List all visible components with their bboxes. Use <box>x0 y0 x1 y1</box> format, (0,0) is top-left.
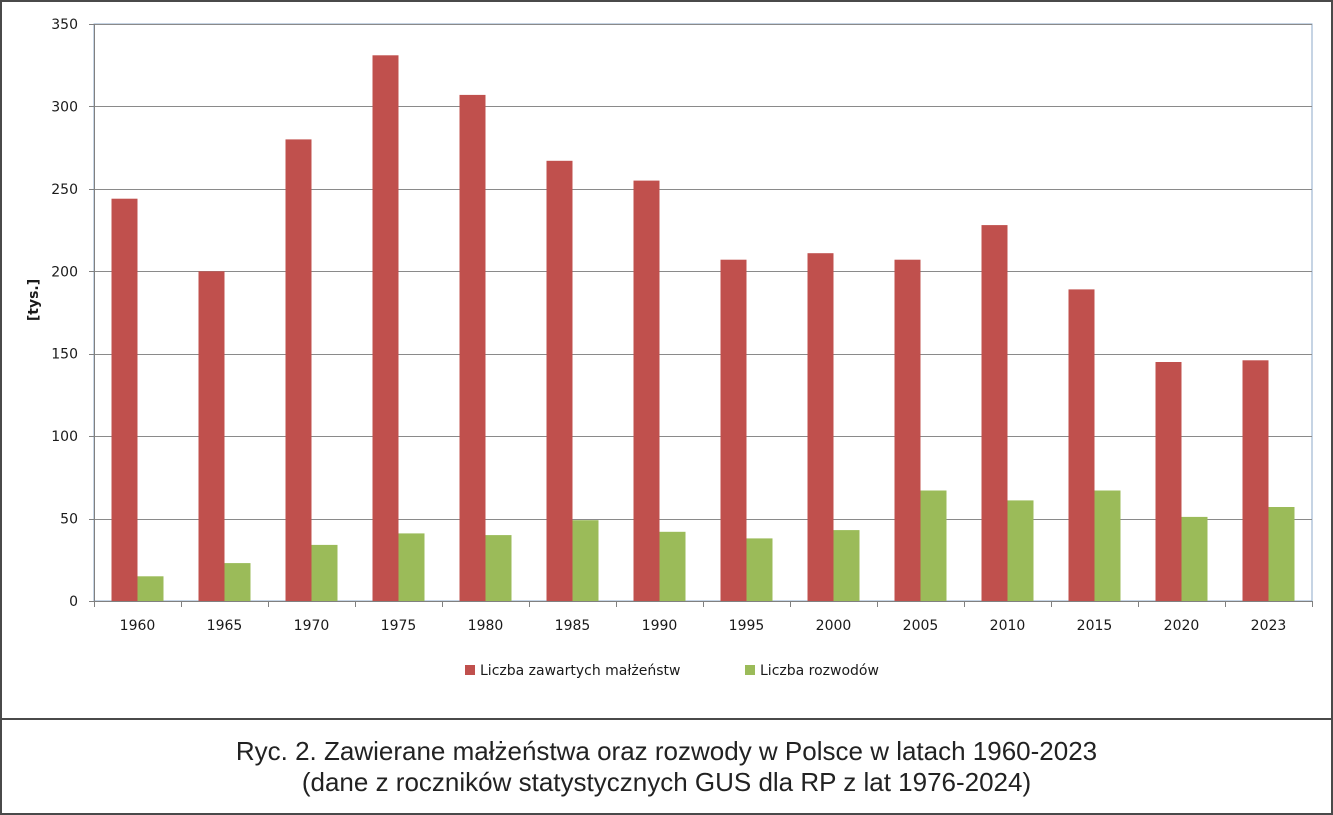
bar-marriages <box>633 180 660 601</box>
bar-marriages <box>198 271 225 601</box>
x-tick-label: 1985 <box>555 618 591 634</box>
bar-marriages <box>285 139 312 601</box>
bar-divorces <box>398 533 425 601</box>
x-tick-label: 1960 <box>120 618 156 634</box>
bar-divorces <box>833 530 860 601</box>
legend-label-divorces: Liczba rozwodów <box>760 663 879 679</box>
gridlines <box>93 23 1313 602</box>
y-tick-label: 200 <box>51 264 78 280</box>
y-tick-label: 350 <box>51 17 78 33</box>
x-tick-label: 2010 <box>990 618 1026 634</box>
caption-divider <box>2 718 1331 720</box>
legend-label-marriages: Liczba zawartych małżeństw <box>480 663 680 679</box>
y-tick-labels: 0 50 100 150 200 250 300 350 <box>51 17 78 610</box>
bar-marriages <box>894 259 921 601</box>
y-tick-label: 150 <box>51 347 78 363</box>
bar-divorces <box>659 531 686 601</box>
y-tick-label: 250 <box>51 182 78 198</box>
x-tick-label: 1980 <box>468 618 504 634</box>
y-tick-label: 0 <box>69 594 78 610</box>
x-tick-label: 1995 <box>729 618 765 634</box>
bar-divorces <box>920 490 947 601</box>
axes <box>89 24 1313 607</box>
bar-marriages <box>807 253 834 601</box>
bar-divorces <box>311 544 338 601</box>
bar-divorces <box>224 563 251 601</box>
y-tick-label: 300 <box>51 99 78 115</box>
bar-divorces <box>572 520 599 601</box>
y-tick-label: 50 <box>60 512 78 528</box>
caption-line-2: (dane z roczników statystycznych GUS dla… <box>301 767 1032 797</box>
legend: Liczba zawartych małżeństw Liczba rozwod… <box>465 663 879 679</box>
legend-swatch-marriages <box>465 665 475 675</box>
x-tick-label: 2005 <box>903 618 939 634</box>
x-tick-label: 2020 <box>1164 618 1200 634</box>
y-axis-label: [tys.] <box>26 279 42 321</box>
bar-divorces <box>1007 500 1034 601</box>
x-tick-label: 1970 <box>294 618 330 634</box>
bar-marriages <box>1155 362 1182 601</box>
bar-marriages <box>1242 360 1269 601</box>
bar-marriages <box>372 55 399 602</box>
bar-marriages <box>546 160 573 602</box>
x-tick-label: 2000 <box>816 618 852 634</box>
chart-area: 0 50 100 150 200 250 300 350 1960 1965 1970 1975 19… <box>2 2 1331 718</box>
bar-divorces <box>1094 490 1121 601</box>
x-tick-labels: 1960 1965 1970 1975 1980 1985 1990 1995 2000 2005… <box>120 618 1287 634</box>
bar-marriages <box>720 259 747 601</box>
bar-divorces <box>1268 507 1295 601</box>
bar-divorces <box>1181 516 1208 601</box>
bars <box>111 55 1295 602</box>
bar-divorces <box>137 576 164 601</box>
bar-divorces <box>485 535 512 601</box>
y-tick-label: 100 <box>51 429 78 445</box>
caption-line-1: Ryc. 2. Zawierane małżeństwa oraz rozwod… <box>235 736 1098 766</box>
figure-caption: Ryc. 2. Zawierane małżeństwa oraz rozwod… <box>2 724 1331 808</box>
x-tick-label: 2015 <box>1077 618 1113 634</box>
bar-marriages <box>459 94 486 602</box>
bar-divorces <box>746 538 773 601</box>
x-tick-label: 1965 <box>207 618 243 634</box>
x-tick-label: 1990 <box>642 618 678 634</box>
bar-marriages <box>1068 289 1095 601</box>
legend-swatch-divorces <box>745 665 755 675</box>
x-tick-label: 2023 <box>1251 618 1287 634</box>
plot-border <box>93 23 1313 602</box>
bar-marriages <box>111 198 138 601</box>
bar-marriages <box>981 225 1008 601</box>
x-tick-label: 1975 <box>381 618 417 634</box>
